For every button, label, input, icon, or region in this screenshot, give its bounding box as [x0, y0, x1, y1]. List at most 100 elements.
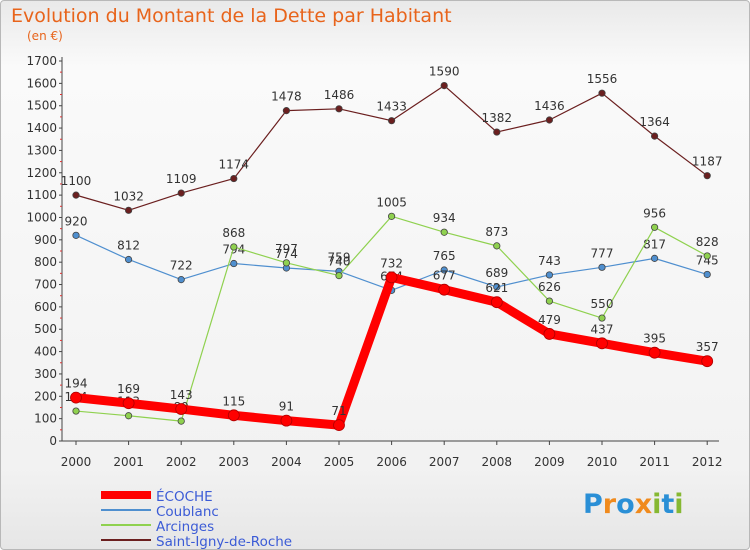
data-point	[122, 397, 135, 410]
data-label: 479	[538, 313, 561, 327]
data-label: 759	[328, 250, 351, 264]
legend-label-arcinges: Arcinges	[156, 519, 215, 535]
data-label: 765	[433, 249, 456, 263]
data-point	[493, 283, 501, 291]
x-tick-label: 2006	[376, 455, 407, 469]
data-label: 817	[643, 237, 666, 251]
data-label: 722	[170, 259, 193, 273]
data-point	[650, 254, 659, 262]
data-point	[72, 407, 80, 415]
data-label: 797	[275, 242, 298, 256]
data-point	[703, 270, 711, 279]
data-point	[230, 243, 238, 251]
data-label: 934	[433, 211, 456, 225]
data-point	[333, 419, 345, 432]
data-point	[282, 259, 290, 267]
logo-letter: r	[602, 489, 617, 520]
logo-letter: x	[634, 489, 653, 520]
data-point	[177, 189, 185, 197]
x-tick-label: 2002	[166, 455, 197, 469]
data-point	[648, 346, 661, 359]
legend-swatch-coublanc	[101, 509, 151, 511]
data-point	[230, 174, 238, 183]
x-tick-label: 2004	[271, 455, 302, 469]
data-label: 920	[65, 214, 88, 228]
legend-swatch-saint-igny	[101, 539, 151, 541]
data-label: 357	[696, 340, 719, 354]
x-tick-label: 2009	[534, 455, 565, 469]
y-tick-label: 1000	[26, 210, 57, 224]
data-point	[440, 81, 448, 90]
x-tick-label: 2011	[639, 455, 670, 469]
y-tick-label: 1600	[26, 76, 57, 90]
y-tick-label: 900	[34, 233, 57, 247]
y-tick-label: 400	[34, 345, 57, 359]
y-tick-label: 0	[49, 434, 57, 448]
chart-title: Evolution du Montant de la Dette par Hab…	[11, 5, 452, 27]
data-point	[387, 117, 396, 125]
data-point	[493, 128, 501, 136]
data-point	[650, 223, 659, 231]
data-label: 1364	[639, 115, 670, 129]
data-label: 1556	[587, 72, 618, 86]
proxiti-logo: Proxiti	[583, 489, 684, 520]
y-tick-label: 500	[34, 322, 57, 336]
chart-subtitle: (en €)	[27, 29, 63, 43]
logo-letter: i	[652, 489, 662, 520]
data-label: 774	[275, 247, 298, 261]
data-point	[125, 206, 133, 214]
data-point	[385, 271, 398, 284]
data-point	[177, 417, 185, 425]
logo-letter: o	[616, 489, 635, 520]
data-label: 71	[331, 404, 346, 418]
y-tick-label: 1400	[26, 121, 57, 135]
data-label: 1433	[376, 100, 407, 114]
data-label: 1590	[429, 65, 460, 79]
data-label: 621	[485, 281, 508, 295]
x-tick-label: 2005	[324, 455, 355, 469]
x-tick-label: 2003	[219, 455, 250, 469]
x-tick-label: 2012	[692, 455, 723, 469]
data-point	[280, 414, 293, 427]
data-point	[125, 255, 133, 264]
data-point	[177, 276, 185, 284]
data-point	[387, 212, 396, 220]
y-tick-label: 1500	[26, 99, 57, 113]
data-label: 868	[222, 226, 245, 240]
data-label: 677	[433, 269, 456, 283]
data-label: 1174	[219, 158, 250, 172]
data-point	[440, 228, 448, 236]
data-point	[72, 231, 80, 239]
data-point	[598, 263, 606, 271]
x-tick-label: 2010	[587, 455, 618, 469]
data-label: 1005	[376, 195, 407, 209]
y-tick-label: 600	[34, 300, 57, 314]
data-point	[72, 191, 80, 199]
data-point	[282, 107, 290, 115]
data-label: 550	[591, 297, 614, 311]
logo-letter: t	[661, 489, 675, 520]
data-point	[490, 296, 503, 309]
data-point	[701, 355, 714, 368]
data-label: 115	[222, 394, 245, 408]
x-tick-label: 2007	[429, 455, 460, 469]
data-point	[545, 297, 554, 305]
data-point	[125, 412, 133, 420]
data-label: 812	[117, 238, 140, 252]
y-tick-label: 300	[34, 367, 57, 381]
data-label: 740	[328, 255, 351, 269]
x-tick-label: 2008	[482, 455, 513, 469]
data-label: 777	[591, 246, 614, 260]
data-point	[335, 105, 343, 113]
data-label: 91	[279, 400, 294, 414]
data-label: 1436	[534, 99, 565, 113]
data-label: 1382	[482, 111, 513, 125]
data-label: 873	[485, 225, 508, 239]
data-label: 1478	[271, 90, 302, 104]
data-label: 1109	[166, 172, 197, 186]
data-label: 732	[380, 256, 403, 270]
x-tick-label: 2000	[61, 455, 92, 469]
y-tick-label: 700	[34, 278, 57, 292]
data-label: 626	[538, 280, 561, 294]
